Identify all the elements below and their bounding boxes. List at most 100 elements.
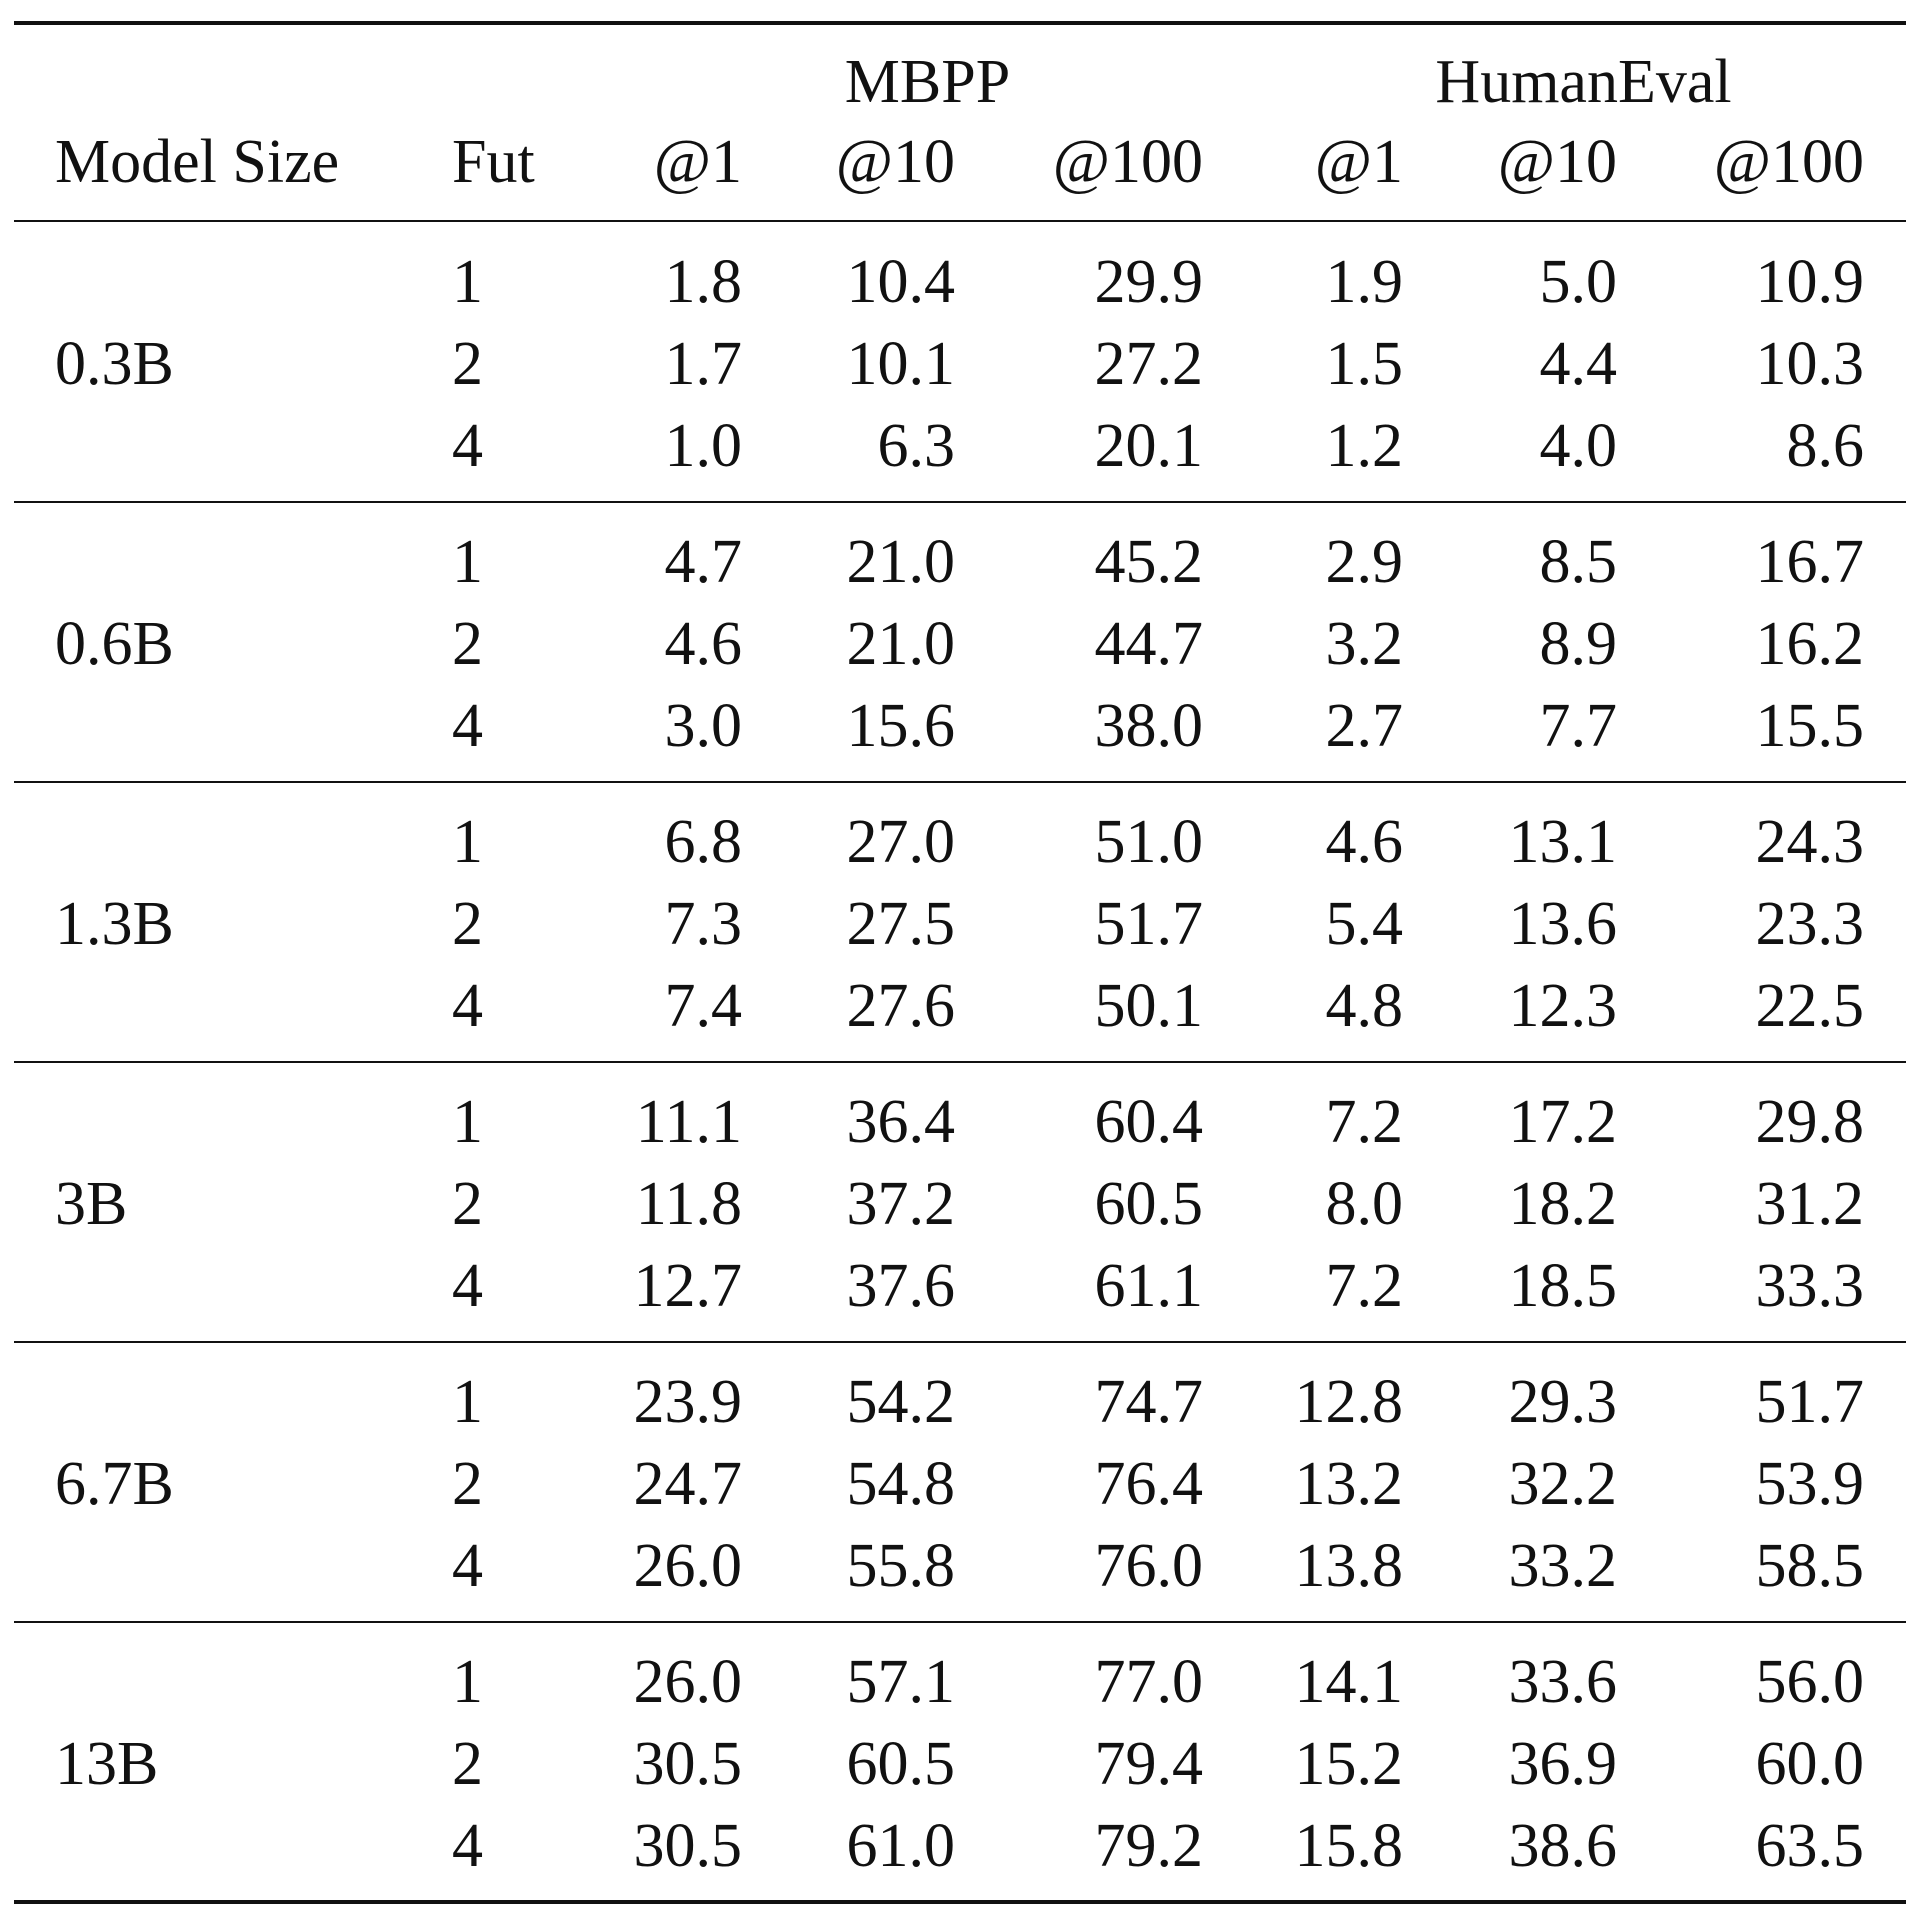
fut-cell: 1 [452,1368,483,1436]
table-cell: 16.2 [1755,610,1865,678]
table-cell: 2.7 [1325,692,1404,760]
table-cell: 44.7 [1094,610,1204,678]
fut-cell: 4 [452,972,483,1040]
fut-cell: 1 [452,1648,483,1716]
table-cell: 33.6 [1508,1648,1618,1716]
table-cell: 60.5 [1094,1170,1204,1238]
column-header: Fut [452,128,535,196]
table-cell: 4.8 [1325,972,1404,1040]
table-cell: 38.6 [1508,1812,1618,1880]
table-cell: 12.7 [633,1252,743,1320]
table-cell: 20.1 [1094,412,1204,480]
table-cell: 12.8 [1294,1368,1404,1436]
table-cell: 45.2 [1094,528,1204,596]
column-header: @1 [653,128,742,196]
table-cell: 7.7 [1539,692,1618,760]
table-cell: 18.5 [1508,1252,1618,1320]
table-cell: 37.6 [846,1252,956,1320]
table-cell: 22.5 [1755,972,1865,1040]
table-cell: 5.4 [1325,890,1404,958]
group-header-humaneval: HumanEval [1435,48,1732,116]
fut-cell: 4 [452,412,483,480]
table-cell: 1.0 [664,412,743,480]
table-cell: 10.3 [1755,330,1865,398]
table-cell: 63.5 [1755,1812,1865,1880]
fut-cell: 1 [452,808,483,876]
table-cell: 74.7 [1094,1368,1204,1436]
table-cell: 12.3 [1508,972,1618,1040]
table-cell: 15.6 [846,692,956,760]
table-cell: 54.2 [846,1368,956,1436]
table-cell: 1.8 [664,248,743,316]
column-header: @100 [1052,128,1203,196]
fut-cell: 2 [452,890,483,958]
table-cell: 1.7 [664,330,743,398]
table-cell: 32.2 [1508,1450,1618,1518]
table-cell: 13.8 [1294,1532,1404,1600]
table-cell: 29.9 [1094,248,1204,316]
table-cell: 11.1 [635,1088,742,1156]
table-cell: 8.6 [1786,412,1865,480]
table-cell: 5.0 [1539,248,1618,316]
table-cell: 55.8 [846,1532,956,1600]
fut-cell: 4 [452,1252,483,1320]
table-cell: 54.8 [846,1450,956,1518]
table-cell: 26.0 [633,1532,743,1600]
fut-cell: 2 [452,1730,483,1798]
table-cell: 14.1 [1294,1648,1404,1716]
table-cell: 4.4 [1539,330,1618,398]
table-cell: 50.1 [1094,972,1204,1040]
table-cell: 36.4 [846,1088,956,1156]
table-cell: 4.7 [664,528,743,596]
table-cell: 60.4 [1094,1088,1204,1156]
fut-cell: 1 [452,248,483,316]
separator-rule [14,501,1906,503]
table-cell: 7.3 [664,890,743,958]
column-header: @10 [835,128,955,196]
column-header: Model Size [55,128,340,196]
table-cell: 51.7 [1094,890,1204,958]
fut-cell: 1 [452,528,483,596]
table-cell: 10.4 [846,248,956,316]
column-header: @1 [1314,128,1403,196]
table-cell: 10.9 [1755,248,1865,316]
separator-rule [14,781,1906,783]
table-cell: 21.0 [846,528,956,596]
table-cell: 61.0 [846,1812,956,1880]
table-cell: 23.9 [633,1368,743,1436]
top-rule [14,21,1906,25]
table-cell: 15.8 [1294,1812,1404,1880]
table-cell: 13.6 [1508,890,1618,958]
table-cell: 26.0 [633,1648,743,1716]
fut-cell: 1 [452,1088,483,1156]
table-cell: 16.7 [1755,528,1865,596]
table-cell: 18.2 [1508,1170,1618,1238]
table-cell: 2.9 [1325,528,1404,596]
table-cell: 31.2 [1755,1170,1865,1238]
table-cell: 8.0 [1325,1170,1404,1238]
table-cell: 24.3 [1755,808,1865,876]
table-cell: 4.6 [664,610,743,678]
table-cell: 13.1 [1508,808,1618,876]
table-cell: 30.5 [633,1730,743,1798]
table-cell: 15.2 [1294,1730,1404,1798]
table-cell: 30.5 [633,1812,743,1880]
table-cell: 60.5 [846,1730,956,1798]
table-cell: 3.0 [664,692,743,760]
table-cell: 1.2 [1325,412,1404,480]
model-size-label: 6.7B [55,1450,174,1518]
fut-cell: 2 [452,330,483,398]
column-header: @100 [1713,128,1864,196]
table-cell: 1.5 [1325,330,1404,398]
table-cell: 7.2 [1325,1088,1404,1156]
separator-rule [14,220,1906,222]
table-cell: 37.2 [846,1170,956,1238]
table-cell: 58.5 [1755,1532,1865,1600]
table-cell: 4.6 [1325,808,1404,876]
table-cell: 11.8 [635,1170,742,1238]
table-cell: 21.0 [846,610,956,678]
table-cell: 33.3 [1755,1252,1865,1320]
table-cell: 17.2 [1508,1088,1618,1156]
fut-cell: 2 [452,1450,483,1518]
